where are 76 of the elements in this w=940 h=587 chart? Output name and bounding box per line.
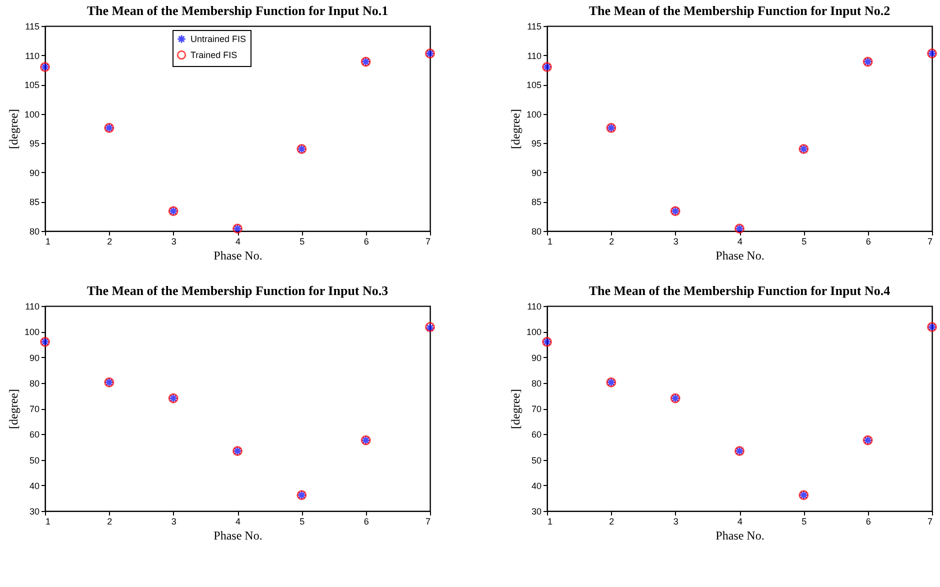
y-tick-label: 80 (29, 226, 40, 236)
y-tick-label: 70 (29, 404, 40, 414)
y-tick-label: 100 (24, 109, 40, 120)
chart-title: The Mean of the Membership Function for Input No.3 (86, 283, 389, 298)
x-tick-label: 7 (927, 516, 932, 526)
y-tick-label: 100 (526, 109, 542, 120)
y-tick-label: 85 (531, 197, 542, 208)
x-tick-label: 1 (46, 516, 51, 526)
y-tick-label: 85 (29, 197, 40, 208)
y-tick-label: 95 (29, 138, 40, 149)
x-tick-label: 2 (107, 516, 112, 526)
y-tick-label: 90 (531, 352, 542, 363)
x-tick-label: 4 (737, 236, 743, 246)
y-tick-label: 70 (531, 404, 542, 414)
chart-title: The Mean of the Membership Function for Input No.4 (588, 283, 891, 298)
x-tick-label: 4 (737, 516, 743, 526)
y-tick-label: 90 (29, 352, 40, 363)
y-axis-title: [degree] (6, 109, 20, 149)
y-tick-label: 100 (526, 327, 542, 338)
y-tick-label: 50 (531, 455, 542, 466)
y-tick-label: 60 (29, 430, 40, 440)
x-tick-label: 7 (425, 516, 430, 526)
y-tick-label: 105 (24, 80, 40, 90)
y-tick-label: 110 (527, 302, 542, 312)
x-tick-label: 3 (673, 516, 678, 526)
x-tick-label: 1 (548, 516, 553, 526)
y-tick-label: 60 (531, 430, 542, 440)
x-tick-label: 6 (364, 516, 369, 526)
y-tick-label: 40 (29, 480, 40, 491)
chart-title: The Mean of the Membership Function for Input No.1 (86, 3, 388, 18)
y-tick-label: 115 (527, 22, 542, 32)
y-tick-label: 80 (531, 378, 542, 388)
y-axis-title: [degree] (6, 389, 20, 429)
x-tick-label: 3 (171, 236, 176, 246)
legend-label: Trained FIS (190, 50, 238, 60)
x-tick-label: 6 (866, 236, 871, 246)
x-tick-label: 7 (927, 236, 932, 246)
y-tick-label: 80 (29, 378, 40, 388)
y-tick-label: 30 (29, 506, 40, 516)
y-tick-label: 110 (527, 50, 542, 61)
x-tick-label: 4 (235, 236, 241, 246)
x-tick-label: 5 (802, 236, 807, 246)
x-tick-label: 6 (866, 516, 871, 526)
y-tick-label: 100 (24, 327, 40, 338)
y-tick-label: 80 (531, 226, 542, 236)
y-tick-label: 40 (531, 480, 542, 491)
x-tick-label: 7 (425, 236, 430, 246)
x-axis-title: Phase No. (214, 248, 262, 262)
y-tick-label: 110 (25, 50, 40, 61)
y-tick-label: 30 (531, 506, 542, 516)
x-tick-label: 1 (46, 236, 51, 246)
x-tick-label: 5 (802, 516, 807, 526)
y-axis-title: [degree] (508, 389, 522, 429)
x-axis-title: Phase No. (716, 248, 764, 262)
x-tick-label: 3 (171, 516, 176, 526)
y-tick-label: 110 (25, 302, 40, 312)
x-tick-label: 6 (364, 236, 369, 246)
x-tick-label: 2 (107, 236, 112, 246)
y-tick-label: 90 (29, 168, 40, 178)
x-tick-label: 2 (609, 236, 614, 246)
x-tick-label: 1 (548, 236, 553, 246)
x-tick-label: 5 (300, 516, 305, 526)
x-tick-label: 4 (235, 516, 241, 526)
x-axis-title: Phase No. (716, 528, 764, 542)
y-tick-label: 90 (531, 168, 542, 178)
y-tick-label: 115 (25, 22, 40, 32)
chart-title: The Mean of the Membership Function for Input No.2 (588, 3, 890, 18)
y-tick-label: 95 (531, 138, 542, 149)
y-tick-label: 105 (526, 80, 542, 90)
x-tick-label: 2 (609, 516, 614, 526)
y-axis-title: [degree] (508, 109, 522, 149)
x-axis-title: Phase No. (214, 528, 262, 542)
legend-label: Untrained FIS (190, 34, 246, 44)
x-tick-label: 5 (300, 236, 305, 246)
x-tick-label: 3 (673, 236, 678, 246)
y-tick-label: 50 (29, 455, 40, 466)
